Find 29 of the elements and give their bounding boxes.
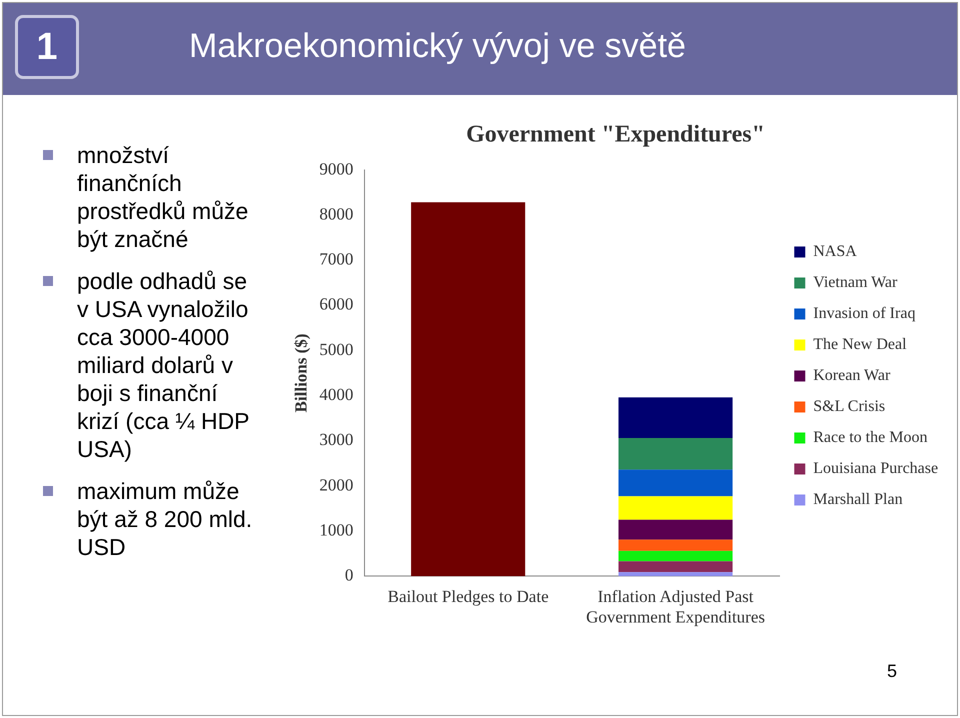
y-tick-label: 3000 — [319, 430, 354, 450]
legend-label: Invasion of Iraq — [813, 305, 916, 322]
text: 1 — [15, 15, 79, 79]
y-tick-label: 0 — [344, 566, 354, 585]
legend-label: Race to the Moon — [813, 429, 928, 446]
legend-label: NASA — [813, 243, 858, 260]
y-axis-title: Billions ($) — [292, 334, 311, 412]
legend-label: Louisiana Purchase — [813, 460, 938, 478]
chart-title: Government "Expenditures" — [466, 122, 765, 148]
y-tick-label: 2000 — [319, 475, 354, 494]
x-tick-label: Bailout Pledges to Date — [388, 586, 549, 606]
y-tick-label: 1000 — [319, 520, 354, 540]
legend-label: S&L Crisis — [813, 398, 886, 416]
legend-label: Korean War — [813, 367, 891, 384]
text: podle odhadů se v USA vynaložilo cca 3000-4000 miliard dolarů v boji s finanční krizí (cca ¼ HDP USA) — [43, 267, 263, 463]
y-tick-label: 4000 — [319, 385, 354, 404]
y-tick-label: 5000 — [319, 340, 354, 359]
text: množství finančních prostředků může být značné — [43, 141, 263, 253]
legend-label: The New Deal — [813, 336, 908, 354]
y-tick-label: 9000 — [319, 159, 354, 178]
text: 5 — [887, 661, 898, 682]
text: maximum může být až 8 200 mld. USD — [43, 477, 263, 561]
x-tick-label: Inflation Adjusted Past Government Expenditures — [586, 586, 766, 626]
text: Makroekonomický vývoj ve světě — [189, 27, 686, 66]
y-tick-label: 7000 — [319, 250, 354, 269]
legend-label: Marshall Plan — [813, 491, 903, 508]
y-tick-label: 6000 — [319, 294, 354, 314]
legend-label: Vietnam War — [813, 274, 898, 292]
y-tick-label: 8000 — [319, 204, 354, 224]
